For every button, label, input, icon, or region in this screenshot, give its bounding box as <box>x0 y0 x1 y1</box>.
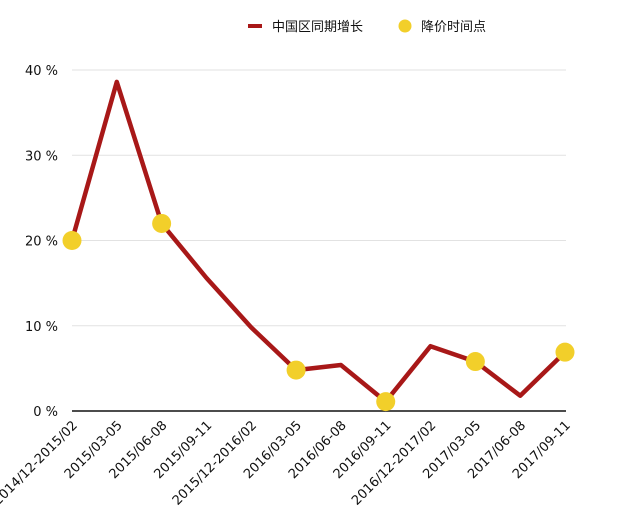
series-line <box>69 79 568 404</box>
series <box>69 79 568 404</box>
y-tick-label: 10 % <box>25 320 58 335</box>
y-tick-label: 40 % <box>25 64 58 79</box>
price-cut-marker <box>555 342 575 362</box>
legend: 中国区同期增长 降价时间点 <box>248 19 486 35</box>
price-cut-marker <box>286 360 306 380</box>
legend-series-label: 中国区同期增长 <box>272 20 363 35</box>
y-tick-label: 0 % <box>33 405 58 420</box>
x-axis-ticks: 2014/12-2015/022015/03-052015/06-082015/… <box>0 418 574 508</box>
x-tick-label: 2016/12-2017/02 <box>349 418 439 508</box>
y-tick-label: 30 % <box>25 149 58 164</box>
price-cut-marker <box>376 392 396 412</box>
legend-marker-label: 降价时间点 <box>421 20 486 35</box>
markers <box>62 213 575 412</box>
price-cut-marker <box>152 213 172 233</box>
price-cut-marker <box>62 231 82 250</box>
x-tick-label: 2015/12-2016/02 <box>170 418 260 508</box>
legend-marker-swatch <box>398 19 412 33</box>
price-cut-marker <box>465 352 485 372</box>
y-tick-label: 20 % <box>25 235 58 250</box>
y-axis-ticks: 0 % 10 % 20 % 30 % 40 % <box>25 64 58 420</box>
gridlines <box>72 69 566 327</box>
